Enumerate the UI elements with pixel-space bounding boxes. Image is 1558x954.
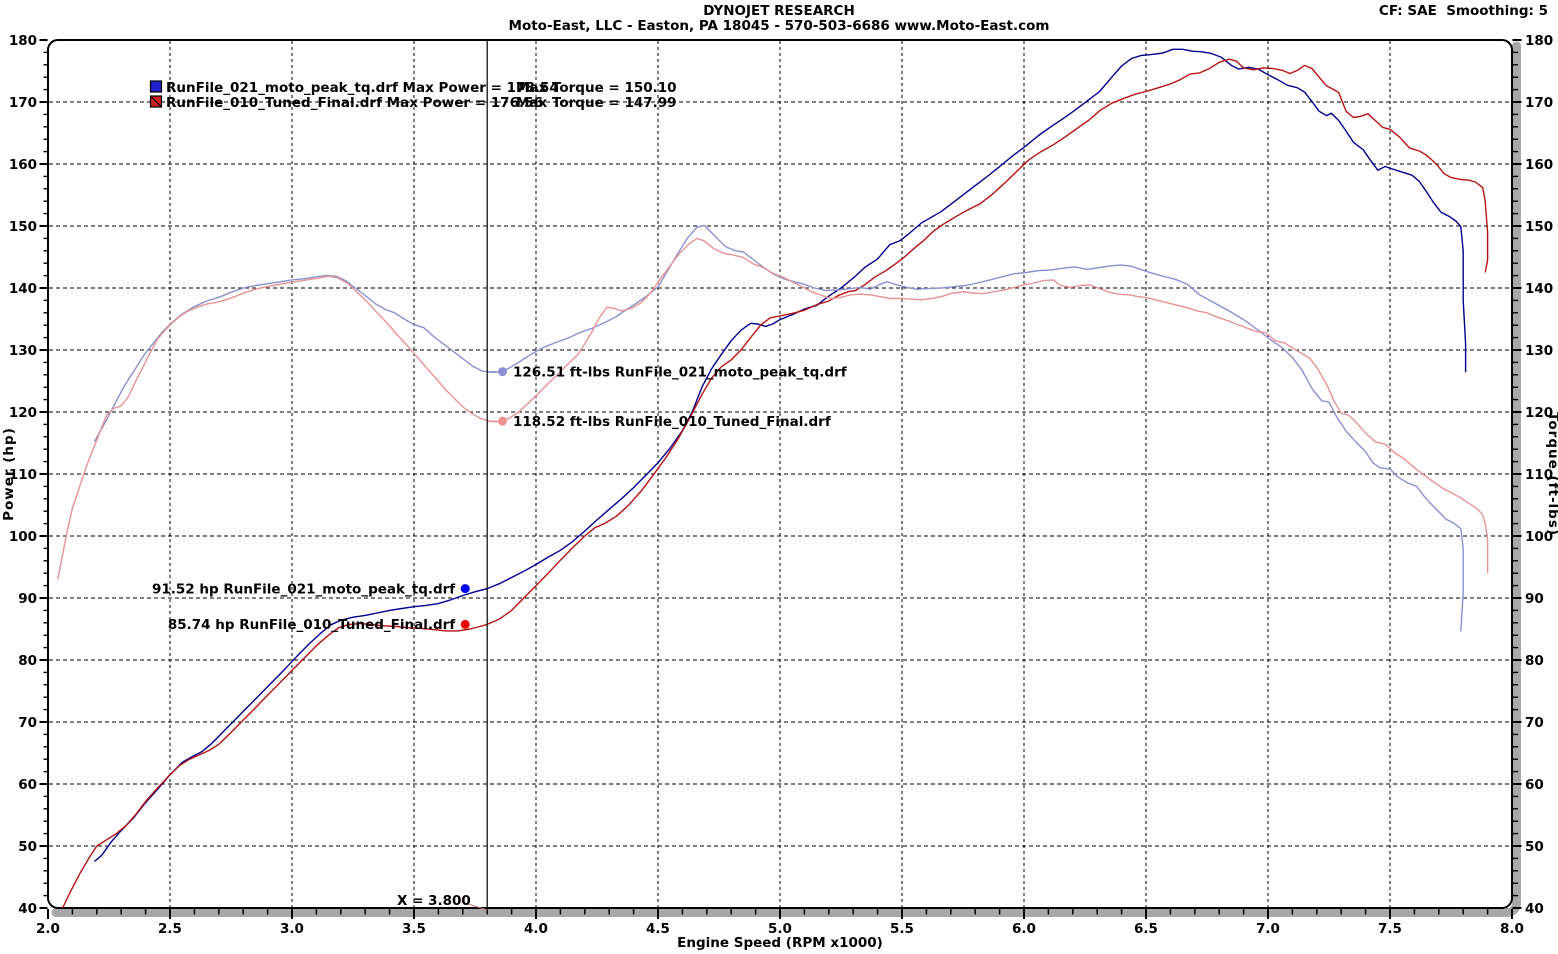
svg-text:7.5: 7.5 [1378,921,1402,937]
svg-text:170: 170 [1525,95,1553,111]
y-right-tick-labels: 40 50 60 70 80 90 100 110 120 130 140 150 160 170 180 [1525,33,1553,917]
svg-text:180: 180 [1525,33,1553,49]
svg-text:5.5: 5.5 [890,921,914,937]
readout-marker [460,584,470,594]
svg-text:80: 80 [18,653,37,669]
svg-text:7.0: 7.0 [1256,921,1280,937]
svg-text:60: 60 [1525,777,1544,793]
svg-text:150: 150 [9,219,37,235]
legend-file-maxpower: RunFile_021_moto_peak_tq.drf Max Power =… [166,80,559,96]
legend-file-maxpower: RunFile_010_Tuned_Final.drf Max Power = … [166,95,543,111]
cursor-x-label: X = 3.800 [397,893,471,909]
svg-text:110: 110 [1525,467,1553,483]
svg-text:60: 60 [18,777,37,793]
legend-row[interactable]: RunFile_021_moto_peak_tq.drf Max Power =… [149,80,677,96]
legend-maxtorque: Max Torque = 147.99 [516,95,677,111]
legend-row[interactable]: RunFile_010_Tuned_Final.drf Max Power = … [149,95,677,111]
svg-text:4.5: 4.5 [646,921,670,937]
readout-label: 85.74 hp RunFile_010_Tuned_Final.drf [168,617,455,633]
svg-text:140: 140 [1525,281,1553,297]
readout-marker [460,619,470,629]
svg-text:3.5: 3.5 [402,921,426,937]
svg-text:100: 100 [1525,529,1553,545]
report-title: DYNOJET RESEARCH [703,3,855,19]
svg-text:140: 140 [9,281,37,297]
svg-text:3.0: 3.0 [280,921,304,937]
svg-text:150: 150 [1525,219,1553,235]
svg-text:160: 160 [9,157,37,173]
frame-shadow [51,41,1521,917]
svg-text:6.0: 6.0 [1012,921,1036,937]
readout-marker [498,416,507,426]
svg-text:8.0: 8.0 [1500,921,1524,937]
svg-text:170: 170 [9,95,37,111]
y-left-axis-title: Power (hp) [1,427,17,521]
readout-label: 91.52 hp RunFile_021_moto_peak_tq.drf [152,581,455,597]
svg-text:50: 50 [18,839,37,855]
torque-curve-run021 [93,224,1464,632]
x-tick-labels: 2.0 2.5 3.0 3.5 4.0 4.5 5.0 5.5 6.0 6.5 7.0 7.5 8.0 [36,921,1524,937]
readout-label: 118.52 ft-lbs RunFile_010_Tuned_Final.dr… [513,414,831,430]
cursor-readouts: 126.51 ft-lbs RunFile_021_moto_peak_tq.d… [152,364,847,633]
power-curve-run010 [61,58,1489,909]
svg-text:80: 80 [1525,653,1544,669]
x-axis-title: Engine Speed (RPM x1000) [677,935,883,950]
svg-text:2.5: 2.5 [158,921,182,937]
plot-frame [47,39,1513,909]
svg-text:100: 100 [9,529,37,545]
svg-text:180: 180 [9,33,37,49]
svg-text:6.5: 6.5 [1134,921,1158,937]
svg-text:70: 70 [1525,715,1544,731]
svg-text:120: 120 [1525,405,1553,421]
y-right-axis-title: Torque (ft-lbs) [1545,412,1558,536]
svg-text:130: 130 [9,343,37,359]
svg-text:160: 160 [1525,157,1553,173]
y-left-tick-labels: 40 50 60 70 80 90 100 110 120 130 140 150 160 170 180 [9,33,37,917]
svg-text:130: 130 [1525,343,1553,359]
svg-text:90: 90 [18,591,37,607]
power-curve-run021 [93,48,1467,863]
torque-curve-run010 [57,237,1489,580]
svg-text:110: 110 [9,467,37,483]
svg-text:4.0: 4.0 [524,921,548,937]
grid [49,41,1511,907]
readout-label: 126.51 ft-lbs RunFile_021_moto_peak_tq.d… [513,364,847,380]
svg-text:120: 120 [9,405,37,421]
legend-maxtorque: Max Torque = 150.10 [516,80,677,96]
cursor-leader-line [458,900,488,911]
report-subtitle: Moto-East, LLC - Easton, PA 18045 - 570-… [508,18,1050,34]
svg-text:50: 50 [1525,839,1544,855]
legend-swatch [149,80,163,93]
axis-ticks [39,39,1522,919]
readout-marker [498,367,507,377]
svg-text:40: 40 [18,901,37,917]
svg-text:40: 40 [1525,901,1544,917]
svg-text:90: 90 [1525,591,1544,607]
svg-text:5.0: 5.0 [768,921,792,937]
svg-text:2.0: 2.0 [36,921,60,937]
svg-text:70: 70 [18,715,37,731]
correction-smoothing-label: CF: SAE Smoothing: 5 [1378,3,1548,19]
